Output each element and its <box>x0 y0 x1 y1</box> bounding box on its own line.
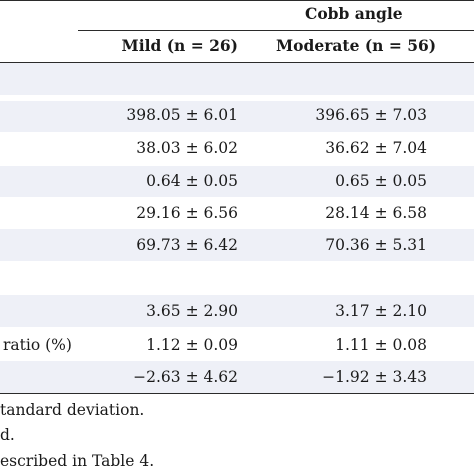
footnote: d. <box>0 426 15 444</box>
row-label: ratio (%) <box>3 336 72 354</box>
row-stripe <box>0 229 474 261</box>
mild-value: 38.03 ± 6.02 <box>136 139 238 157</box>
moderate-value: 3.17 ± 2.10 <box>335 302 427 320</box>
moderate-value: 0.65 ± 0.05 <box>335 172 427 190</box>
group-underline <box>78 30 474 31</box>
mild-value: 1.12 ± 0.09 <box>146 336 238 354</box>
moderate-value: 1.11 ± 0.08 <box>335 336 427 354</box>
row-stripe <box>0 63 474 95</box>
moderate-value: 70.36 ± 5.31 <box>325 236 427 254</box>
footnote: escribed in Table 4. <box>0 452 155 470</box>
row-stripe <box>0 166 474 197</box>
row-stripe <box>0 132 474 166</box>
mild-value: 69.73 ± 6.42 <box>136 236 238 254</box>
footnote: tandard deviation. <box>0 401 145 419</box>
row-stripe <box>0 197 474 229</box>
row-stripe <box>0 327 474 361</box>
header-bottom-rule <box>0 62 474 63</box>
cobb-angle-header: Cobb angle <box>305 4 403 23</box>
mild-value: −2.63 ± 4.62 <box>133 368 238 386</box>
row-stripe <box>0 101 474 132</box>
table-bottom-rule <box>0 393 474 394</box>
row-stripe <box>0 95 474 101</box>
row-stripe <box>0 261 474 295</box>
moderate-column-header: Moderate (n = 56) <box>276 36 437 55</box>
row-stripe <box>0 295 474 327</box>
row-stripe <box>0 361 474 393</box>
mild-value: 398.05 ± 6.01 <box>126 106 238 124</box>
moderate-value: 396.65 ± 7.03 <box>315 106 427 124</box>
moderate-value: 36.62 ± 7.04 <box>325 139 427 157</box>
mild-value: 29.16 ± 6.56 <box>136 204 238 222</box>
mild-column-header: Mild (n = 26) <box>121 36 238 55</box>
top-rule <box>0 0 474 1</box>
mild-value: 0.64 ± 0.05 <box>146 172 238 190</box>
moderate-value: −1.92 ± 3.43 <box>322 368 427 386</box>
moderate-value: 28.14 ± 6.58 <box>325 204 427 222</box>
mild-value: 3.65 ± 2.90 <box>146 302 238 320</box>
